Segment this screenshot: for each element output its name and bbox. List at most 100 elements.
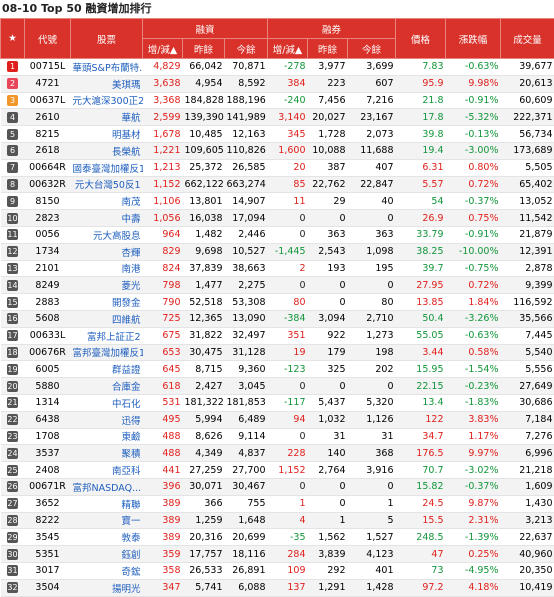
table-cell: 10,419 [500,579,554,597]
table-cell: 34.7 [395,428,446,446]
rank-cell: 23 [0,428,25,446]
table-cell: 184,828 [182,92,225,110]
table-cell: 5,556 [500,360,554,379]
table-cell: 3,699 [347,58,396,76]
table-cell: 3017 [24,562,71,580]
table-cell: 0.72% [445,276,501,295]
table-row: 32 3504 揚明光 347 5,741 6,088 137 1,291 1,428 97.2 4… [0,579,554,597]
table-cell: 39,677 [500,58,554,76]
table-cell: 0 [307,478,348,496]
rank-cell: 7 [0,159,25,177]
table-cell: 23,167 [347,108,396,127]
table-cell: 351 [267,327,308,345]
rank-badge: 15 [7,296,18,308]
rank-cell: 6 [0,142,25,160]
table-cell: 21,218 [500,461,554,479]
table-cell: 00632R [24,176,71,194]
table-cell: 384 [267,75,308,93]
table-cell: 16,038 [182,209,225,227]
rank-cell: 3 [0,92,25,110]
table-cell: 755 [224,495,268,513]
table-row: 1 00715L 華頭S&P布蘭特... 4,829 66,042 70,871 -278 3… [0,58,554,76]
table-cell: 389 [142,495,183,513]
rank-cell: 24 [0,444,25,463]
table-cell: 5,320 [347,394,396,412]
table-cell: 00633L [24,327,71,345]
table-cell: 0 [307,293,348,311]
rank-cell: 22 [0,411,25,429]
table-cell: 12,391 [500,243,554,261]
table-cell: 7,456 [307,92,348,110]
table-cell: 3,916 [347,461,396,479]
table-cell: 396 [142,478,183,496]
table-cell: 1,273 [347,327,396,345]
table-row: 25 2408 南亞科 441 27,259 27,700 1,152 2,764 3,916 7… [0,461,554,479]
table-cell: 193 [307,260,348,278]
table-cell: 3652 [24,495,71,513]
table-cell: 1708 [24,428,71,446]
table-cell: 2101 [24,260,71,278]
table-cell: 922 [307,327,348,345]
rank-badge: 31 [7,565,18,577]
table-cell: 22,637 [500,528,554,547]
table-cell: 6,088 [224,579,268,597]
rank-badge: 7 [7,162,18,174]
table-cell: 21.8 [395,92,446,110]
table-cell: 798 [142,276,183,295]
table-cell: 0 [307,276,348,295]
rank-badge: 12 [7,246,18,258]
table-cell: 35,566 [500,310,554,328]
table-cell: 407 [347,159,396,177]
table-cell: 964 [142,226,183,244]
rank-cell: 21 [0,394,25,412]
table-cell: 25,372 [182,159,225,177]
table-row: 21 1314 中石化 531 181,322 181,853 -117 5,437 5,320… [0,394,554,412]
rank-badge: 6 [7,145,18,157]
table-cell: 31 [307,428,348,446]
table-cell: 19 [267,344,308,362]
table-cell: 9,399 [500,276,554,295]
table-cell: 0.58% [445,344,501,362]
table-cell: 13,090 [224,310,268,328]
table-cell: 38.25 [395,243,446,261]
table-cell: 0 [267,428,308,446]
column-header: 融資 [142,18,268,39]
table-cell: 0 [347,276,396,295]
table-cell: 54 [395,192,446,211]
column-header: 融券 [267,18,396,39]
table-cell: 1,430 [500,495,554,513]
table-cell: 85 [267,176,308,194]
table-cell: 9,698 [182,243,225,261]
table-row: 10 2823 中壽 1,056 16,038 17,094 0 0 0 26.9 0.75% 11,… [0,209,554,227]
table-cell: 109 [267,562,308,580]
table-cell: 11,542 [500,209,554,227]
table-row: 16 5608 四維航 725 12,365 13,090 -384 3,094 2,710 50… [0,310,554,328]
rank-badge: 19 [7,363,18,375]
rank-cell: 28 [0,512,25,530]
table-cell: 66,042 [182,58,225,76]
table-cell: 0 [307,377,348,395]
rank-cell: 30 [0,545,25,563]
rank-cell: 13 [0,260,25,278]
table-cell: 3504 [24,579,71,597]
table-row: 31 3017 奇鋐 358 26,533 26,891 109 292 401 73 -4.95%… [0,562,554,580]
table-row: 20 5880 合庫金 618 2,427 3,045 0 0 0 22.15 -0.23% 27,6… [0,377,554,395]
table-cell: 824 [142,260,183,278]
table-cell: 13.4 [395,394,446,412]
rank-badge: 25 [7,464,18,476]
rank-cell: 29 [0,528,25,547]
table-cell: 60,609 [500,92,554,110]
table-cell: -1.54% [445,360,501,379]
rank-badge: 22 [7,414,18,426]
table-cell: 4,837 [224,444,268,463]
table-cell: 8150 [24,192,71,211]
table-cell: -3.00% [445,142,501,160]
table-cell: 248.5 [395,528,446,547]
column-header: 代號 [24,18,71,59]
table-cell: 00671R [24,478,71,496]
subcolumn-header: 增/減▲ [142,38,183,59]
table-cell: 4,123 [347,545,396,563]
table-cell: 1,213 [142,159,183,177]
table-cell: 20,316 [182,528,225,547]
